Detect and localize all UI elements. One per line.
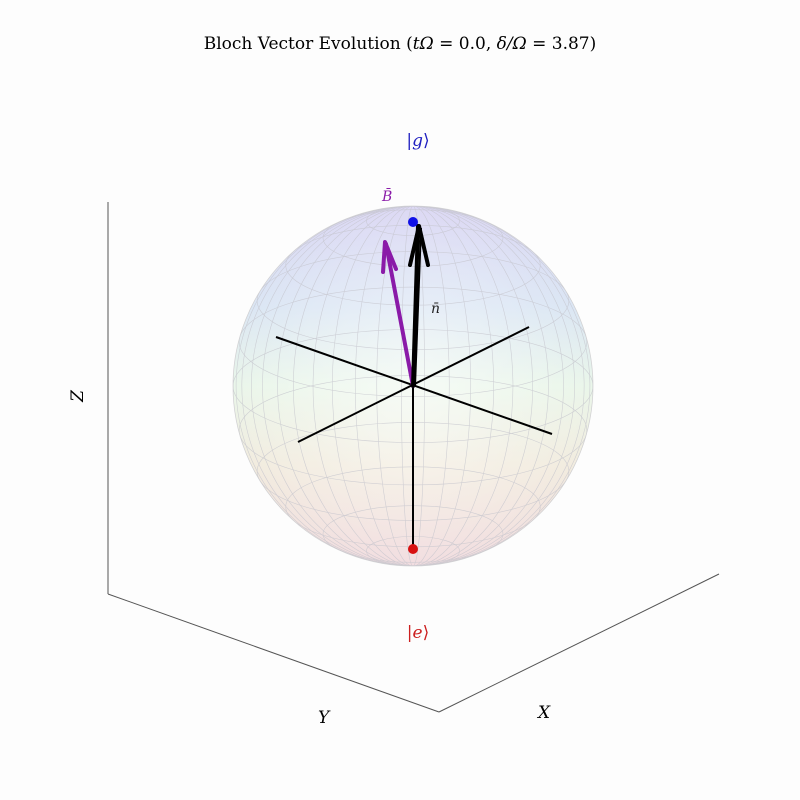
chart-title: Bloch Vector Evolution (tΩ = 0.0, δ/Ω = … [203,34,597,54]
title-t-value: 0.0 [458,34,486,54]
title-t-symbol: tΩ [412,34,434,54]
bloch-vector-label: n̄ [431,301,441,317]
mesh-latitude [322,209,504,267]
bloch-vector [408,224,430,388]
mesh-meridian [251,206,575,566]
title-delta-symbol: δ/Ω [496,34,527,54]
field-vector [381,240,415,388]
excited-state-marker [408,544,418,554]
mesh-meridian [262,206,564,566]
ground-state-label: |g⟩ [406,131,430,151]
mesh-meridian [235,206,591,566]
mesh-meridian [293,206,533,566]
axes-frame [107,202,720,713]
mesh-latitude [366,206,460,236]
x-axis-label: X [538,703,551,723]
z-axis-label: Z [67,390,88,402]
mesh-meridian [241,206,585,566]
title-prefix: Bloch Vector Evolution ( [203,34,413,54]
mesh-meridian [376,206,450,566]
title-delta-value: 3.87 [551,34,590,54]
y-axis-label: Y [318,708,330,728]
mesh-meridian [401,206,425,566]
mesh-meridian [354,206,472,566]
mesh-meridian [331,206,495,566]
title-suffix: ) [589,34,597,54]
mesh-meridian [312,206,514,566]
mesh-meridian [277,206,549,566]
ground-state-marker [408,217,418,227]
field-vector-label: B̄ [382,189,393,205]
excited-state-label: |e⟩ [406,623,430,643]
y-axis-line [107,593,440,713]
x-axis-line [438,573,720,713]
